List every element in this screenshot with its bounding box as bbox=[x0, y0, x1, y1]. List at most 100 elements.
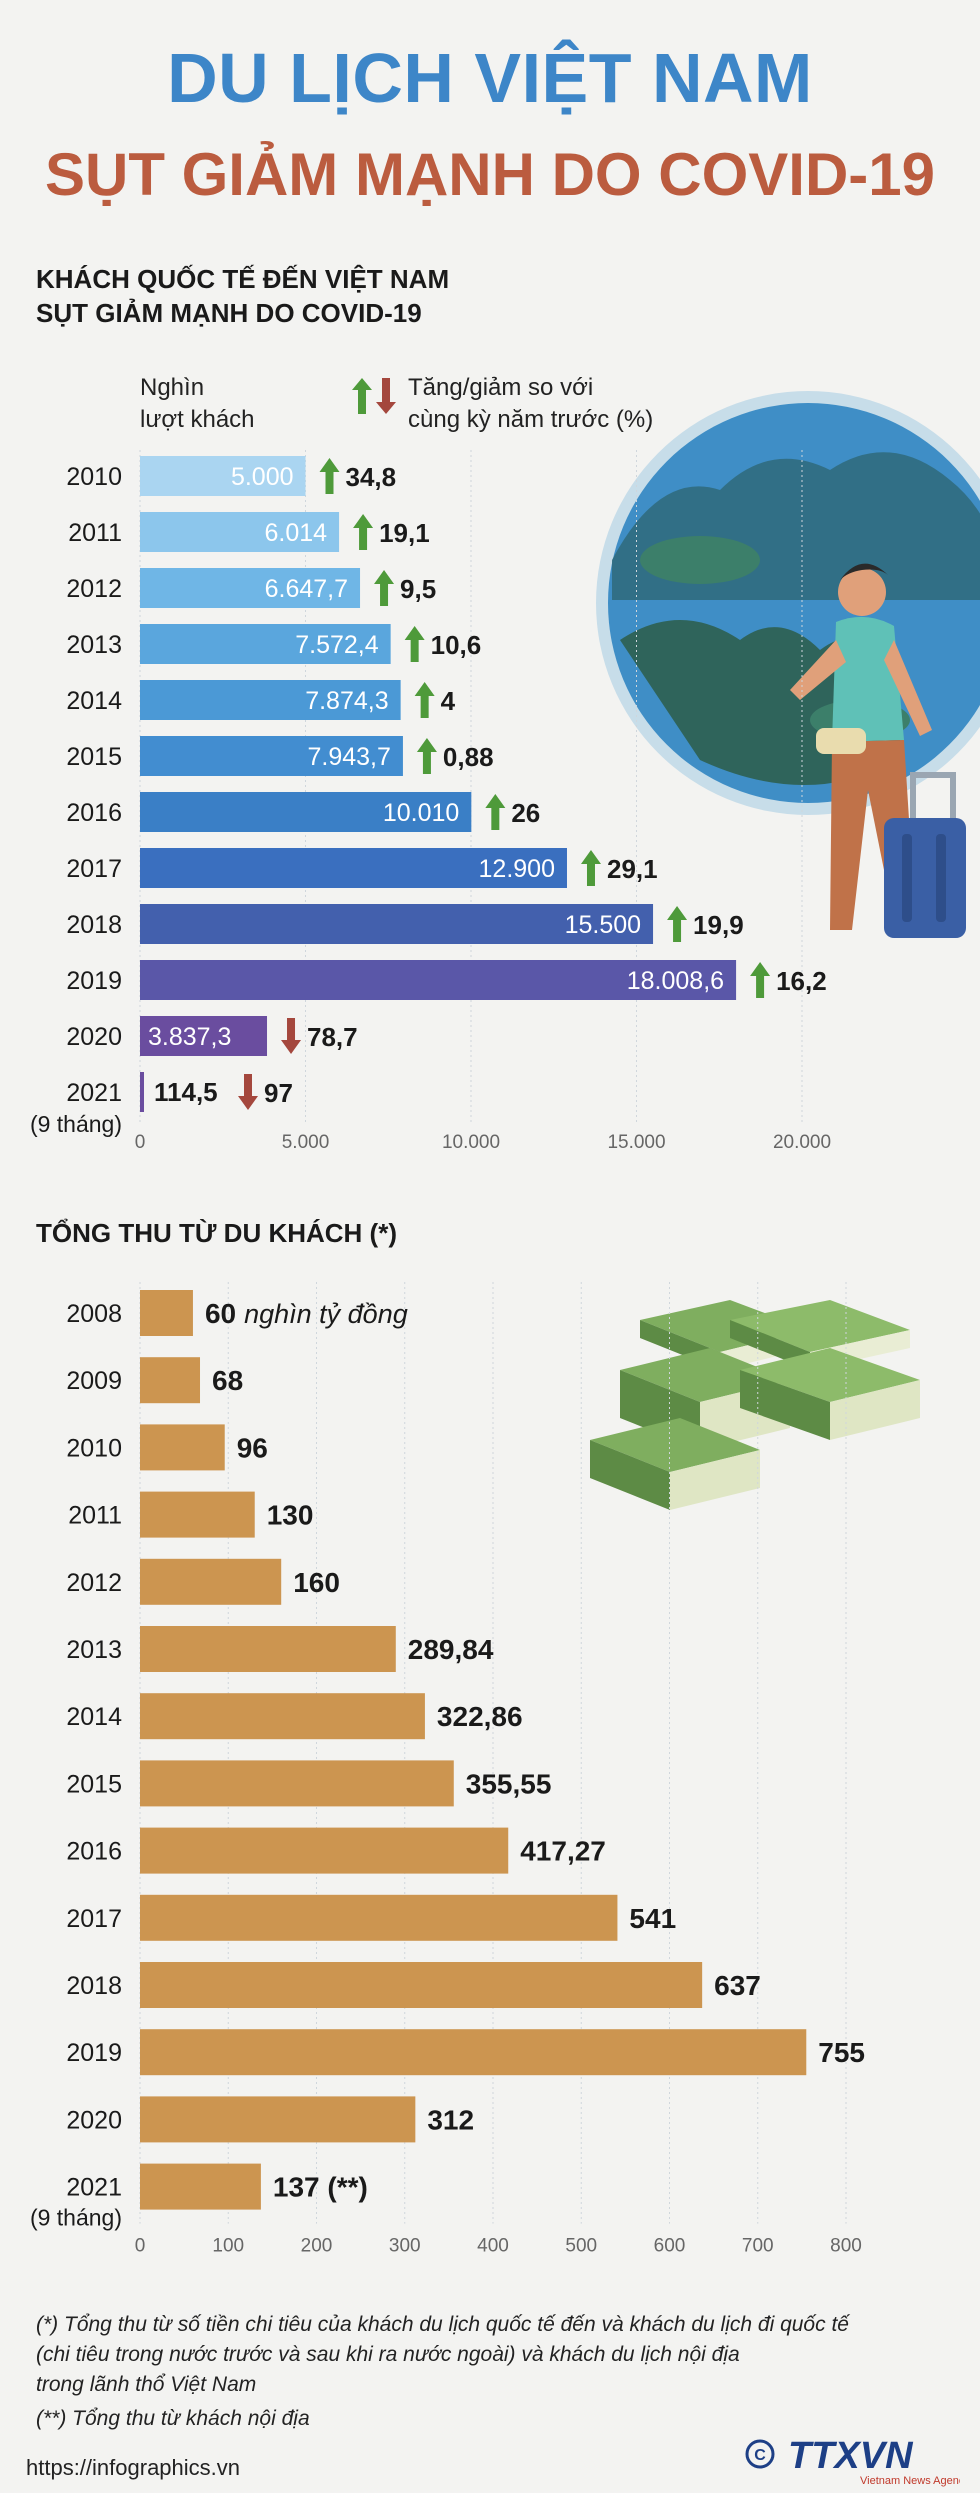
arrow-down-icon bbox=[238, 1074, 258, 1110]
source-url[interactable]: https://infographics.vn bbox=[26, 2455, 241, 2480]
footnote-1-line1: (*) Tổng thu từ số tiền chi tiêu của khá… bbox=[36, 2313, 849, 2336]
change-value-label: 9,5 bbox=[400, 574, 436, 604]
revenue-value-label: 96 bbox=[237, 1432, 268, 1463]
x-tick-label: 20.000 bbox=[773, 1132, 831, 1153]
visitor-value-label: 18.008,6 bbox=[627, 967, 724, 995]
year-label: 2019 bbox=[66, 967, 122, 995]
visitor-value-label: 6.647,7 bbox=[265, 575, 348, 603]
year-label: 2015 bbox=[66, 743, 122, 771]
revenue-bar bbox=[140, 1693, 425, 1740]
visitor-bar bbox=[140, 624, 391, 664]
year-label: 2014 bbox=[66, 687, 122, 715]
year-label: 2016 bbox=[66, 1838, 122, 1866]
x-tick-label: 10.000 bbox=[442, 1132, 500, 1153]
logo-subtext: Vietnam News Agency bbox=[860, 2475, 960, 2487]
visitor-value-label: 114,5 bbox=[154, 1077, 218, 1107]
x-tick-label: 5.000 bbox=[282, 1132, 330, 1153]
x-tick-label: 15.000 bbox=[607, 1132, 665, 1153]
year-label: 2010 bbox=[66, 463, 122, 491]
year-label: 2020 bbox=[66, 2106, 122, 2134]
x-tick-label: 400 bbox=[477, 2236, 509, 2257]
x-tick-label: 200 bbox=[301, 2236, 333, 2257]
arrow-up-icon bbox=[750, 962, 771, 998]
visitor-value-label: 10.010 bbox=[383, 799, 459, 827]
revenue-bar bbox=[140, 1290, 193, 1336]
x-tick-label: 700 bbox=[742, 2236, 774, 2257]
footnote-2: (**) Tổng thu từ khách nội địa bbox=[36, 2407, 310, 2430]
visitor-value-label: 5.000 bbox=[231, 463, 294, 491]
revenue-bar bbox=[140, 1894, 618, 1941]
change-value-label: 16,2 bbox=[776, 966, 827, 996]
year-label: 2011 bbox=[68, 1502, 122, 1530]
change-legend-line1: Tăng/giảm so với bbox=[408, 374, 594, 401]
visitor-bar bbox=[140, 680, 401, 720]
x-tick-label: 0 bbox=[135, 1132, 146, 1153]
change-value-label: 19,1 bbox=[379, 518, 430, 548]
year-label: 2013 bbox=[66, 1636, 122, 1664]
money-stack-icon bbox=[590, 1300, 920, 1510]
revenue-value-label: 68 bbox=[212, 1365, 243, 1396]
revenue-value-label: 355,55 bbox=[466, 1768, 552, 1799]
section2-title: TỔNG THU TỪ DU KHÁCH (*) bbox=[36, 1218, 397, 1248]
arrow-up-icon bbox=[580, 850, 601, 886]
revenue-value-label: 755 bbox=[818, 2037, 865, 2068]
year-label: 2018 bbox=[66, 911, 122, 939]
change-value-label: 10,6 bbox=[431, 630, 482, 660]
year-label: 2021 bbox=[66, 1079, 122, 1107]
x-tick-label: 0 bbox=[135, 2236, 146, 2257]
change-value-label: 4 bbox=[441, 686, 456, 716]
visitor-value-label: 6.014 bbox=[265, 519, 328, 547]
section1-title: KHÁCH QUỐC TẾ ĐẾN VIỆT NAM SỤT GIẢM MẠNH… bbox=[36, 262, 449, 330]
year-label: 2016 bbox=[66, 799, 122, 827]
year-label: 2013 bbox=[66, 631, 122, 659]
year-label: 2020 bbox=[66, 1023, 122, 1051]
up-down-arrows-icon bbox=[352, 378, 396, 414]
year-sublabel: (9 tháng) bbox=[30, 1111, 122, 1137]
visitor-bar bbox=[140, 960, 737, 1000]
main-title-line2: SỤT GIẢM MẠNH DO COVID-19 bbox=[44, 141, 936, 208]
revenue-value-label: 137 (**) bbox=[273, 2172, 368, 2203]
arrow-up-icon bbox=[319, 458, 340, 494]
visitor-value-label: 7.874,3 bbox=[305, 687, 388, 715]
visitors-unit-line1: Nghìn bbox=[140, 374, 205, 401]
year-label: 2021 bbox=[66, 2174, 122, 2202]
arrow-up-icon bbox=[667, 906, 688, 942]
visitor-value-label: 7.943,7 bbox=[308, 743, 391, 771]
visitor-value-label: 3.837,3 bbox=[148, 1023, 231, 1051]
x-tick-label: 100 bbox=[212, 2236, 244, 2257]
revenue-value-label: 637 bbox=[714, 1970, 761, 2001]
visitor-bar bbox=[140, 736, 403, 776]
visitor-value-label: 12.900 bbox=[479, 855, 555, 883]
footnote-1: (*) Tổng thu từ số tiền chi tiêu của khá… bbox=[36, 2310, 936, 2400]
year-label: 2009 bbox=[66, 1367, 122, 1395]
year-label: 2008 bbox=[66, 1300, 122, 1328]
revenue-value-label: 60 nghìn tỷ đồng bbox=[205, 1298, 408, 1329]
revenue-value-label: 417,27 bbox=[520, 1836, 606, 1867]
visitor-bar bbox=[140, 792, 472, 832]
visitor-bar bbox=[140, 904, 654, 944]
visitors-chart: 2010 5.000 34,8 2011 6.014 19,1 2012 6.647,7 9,5… bbox=[30, 391, 980, 1153]
revenue-bar bbox=[140, 1626, 396, 1672]
revenue-bar bbox=[140, 1491, 255, 1538]
change-value-label: 26 bbox=[511, 798, 540, 828]
year-label: 2019 bbox=[66, 2039, 122, 2067]
year-label: 2012 bbox=[66, 1569, 122, 1597]
revenue-bar bbox=[140, 2096, 416, 2143]
arrow-up-icon bbox=[404, 626, 425, 662]
change-value-label: 34,8 bbox=[346, 462, 397, 492]
year-label: 2017 bbox=[66, 1905, 122, 1933]
change-legend-label: Tăng/giảm so với cùng kỳ năm trước (%) bbox=[408, 372, 653, 436]
visitor-bar bbox=[140, 456, 306, 496]
x-tick-label: 300 bbox=[389, 2236, 421, 2257]
footnote-1-line3: trong lãnh thổ Việt Nam bbox=[36, 2373, 257, 2396]
revenue-bar bbox=[140, 2029, 807, 2076]
visitor-bar bbox=[140, 568, 361, 608]
visitor-bar bbox=[140, 1072, 144, 1112]
year-label: 2017 bbox=[66, 855, 122, 883]
revenue-value-label: 541 bbox=[629, 1903, 676, 1934]
visitor-bar bbox=[140, 512, 340, 552]
revenue-bar bbox=[140, 1760, 454, 1807]
revenue-bar bbox=[140, 1558, 282, 1605]
revenue-chart: 2008 60 nghìn tỷ đồng 2009 68 2010 96 2011 130 20… bbox=[30, 1282, 920, 2257]
visitors-unit-label: Nghìn lượt khách bbox=[140, 372, 255, 436]
